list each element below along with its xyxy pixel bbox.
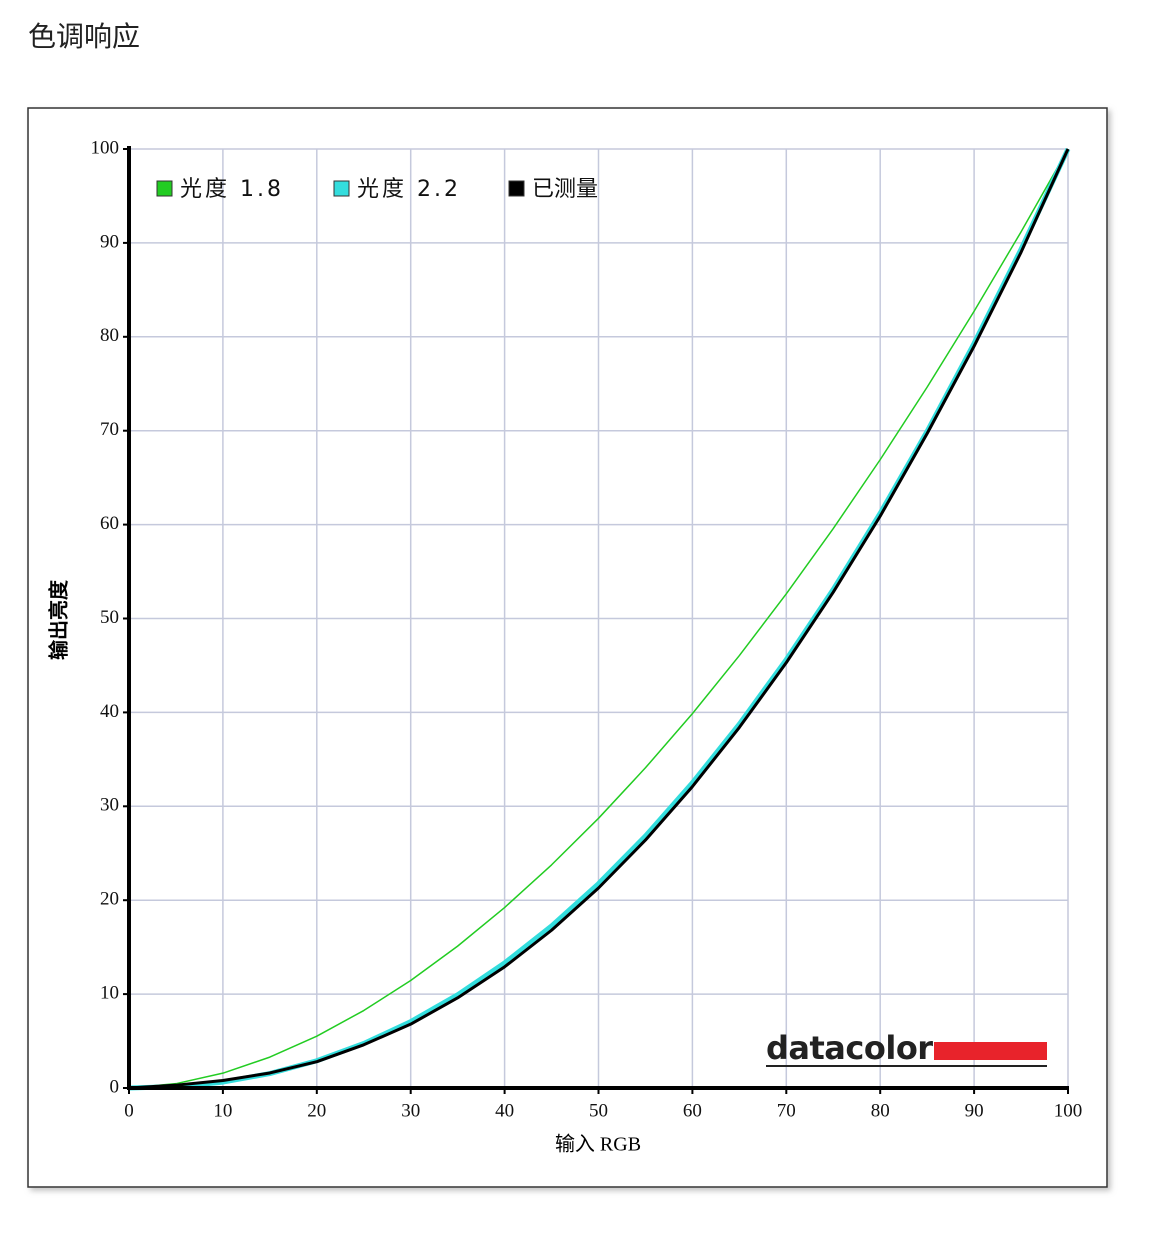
series-line	[128, 148, 1069, 1089]
series-line	[128, 148, 1070, 1090]
legend-label: 光度 1.8	[180, 177, 284, 202]
legend-swatch	[333, 180, 350, 197]
x-tick-label: 20	[307, 1100, 326, 1121]
x-tick-label: 0	[124, 1100, 134, 1121]
y-tick-label: 90	[100, 231, 119, 252]
y-tick-label: 100	[91, 137, 120, 158]
x-tick-label: 100	[1054, 1100, 1083, 1121]
chart-frame	[27, 107, 1108, 1188]
y-tick-label: 60	[100, 513, 119, 534]
y-tick-label: 40	[100, 701, 119, 722]
y-tick-label: 30	[100, 795, 119, 816]
x-tick-label: 90	[965, 1100, 984, 1121]
y-tick-label: 70	[100, 419, 119, 440]
y-tick-label: 10	[100, 982, 119, 1003]
legend: 光度 1.8 光度 2.2 已测量	[156, 177, 598, 202]
legend-label: 已测量	[532, 177, 598, 202]
x-tick-label: 60	[683, 1100, 702, 1121]
lines	[128, 147, 1071, 1091]
legend-swatch	[508, 180, 525, 197]
legend-swatch	[156, 180, 173, 197]
x-tick-label: 10	[213, 1100, 232, 1121]
y-axis-label: 输出亮度	[47, 579, 71, 660]
watermark-bar	[934, 1042, 1047, 1060]
x-tick-label: 70	[777, 1100, 796, 1121]
y-tick-label: 50	[100, 607, 119, 628]
x-tick-label: 50	[589, 1100, 608, 1121]
y-tick-label: 0	[110, 1076, 120, 1097]
x-tick-label: 30	[401, 1100, 420, 1121]
watermark: datacolor	[766, 1029, 933, 1067]
x-tick-label: 40	[495, 1100, 514, 1121]
y-tick-label: 80	[100, 325, 119, 346]
y-tick-label: 20	[100, 889, 119, 910]
x-tick-label: 80	[871, 1100, 890, 1121]
legend-label: 光度 2.2	[357, 177, 461, 202]
x-axis-label: 输入 RGB	[555, 1133, 641, 1156]
page-title: 色调响应	[28, 20, 140, 53]
